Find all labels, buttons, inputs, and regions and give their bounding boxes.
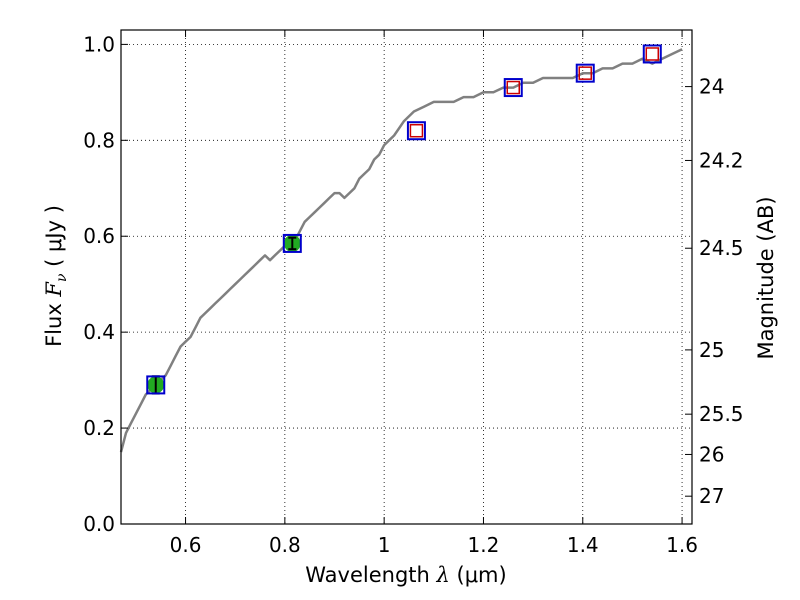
right-tick-labels: 24 24.2 24.5 25 25.5 26 27 [699, 75, 744, 509]
y-tick-labels: 0.0 0.2 0.4 0.6 0.8 1.0 [83, 32, 115, 536]
right-tick-label: 27 [699, 484, 724, 508]
x-tick-label: 0.6 [170, 533, 202, 557]
x-tick-label: 1 [378, 533, 391, 557]
x-tick-label: 1.6 [666, 533, 698, 557]
x-tick-label: 1.4 [567, 533, 599, 557]
right-tick-label: 25.5 [699, 402, 744, 426]
model-point [578, 66, 592, 80]
right-tick-label: 26 [699, 442, 724, 466]
band-box [282, 233, 302, 253]
y-tick-label: 0.8 [83, 128, 115, 152]
right-tick-label: 24.5 [699, 236, 744, 260]
band-box [503, 78, 523, 98]
x-tick-label: 0.8 [269, 533, 301, 557]
points-layer [146, 44, 662, 395]
band-box [642, 44, 662, 64]
right-tick-label: 24 [699, 75, 724, 99]
right-tick-label: 25 [699, 338, 724, 362]
band-box [146, 375, 166, 395]
x-tick-labels: 0.6 0.8 1 1.2 1.4 1.6 [170, 533, 698, 557]
y-tick-label: 0.4 [83, 320, 115, 344]
right-axis-label: Magnitude (AB) [754, 196, 778, 359]
y-tick-label: 0.6 [83, 224, 115, 248]
y-axis-label: Flux Fν ( μJy ) [42, 205, 70, 347]
band-box [575, 63, 595, 83]
spectrum-line [119, 48, 683, 453]
right-tick-label: 24.2 [699, 148, 744, 172]
model-point [409, 123, 424, 138]
y-tick-label: 0.0 [83, 512, 115, 536]
grid-lines [121, 30, 692, 525]
tick-marks [121, 30, 692, 525]
y-tick-label: 1.0 [83, 32, 115, 56]
spectrum-layer [119, 48, 683, 453]
y-tick-label: 0.2 [83, 416, 115, 440]
x-tick-label: 1.2 [468, 533, 500, 557]
model-point [506, 80, 521, 95]
x-axis-label: Wavelength λ (μm) [305, 563, 506, 587]
band-box [406, 121, 426, 141]
model-point [645, 47, 660, 61]
plot-frame [120, 29, 693, 525]
